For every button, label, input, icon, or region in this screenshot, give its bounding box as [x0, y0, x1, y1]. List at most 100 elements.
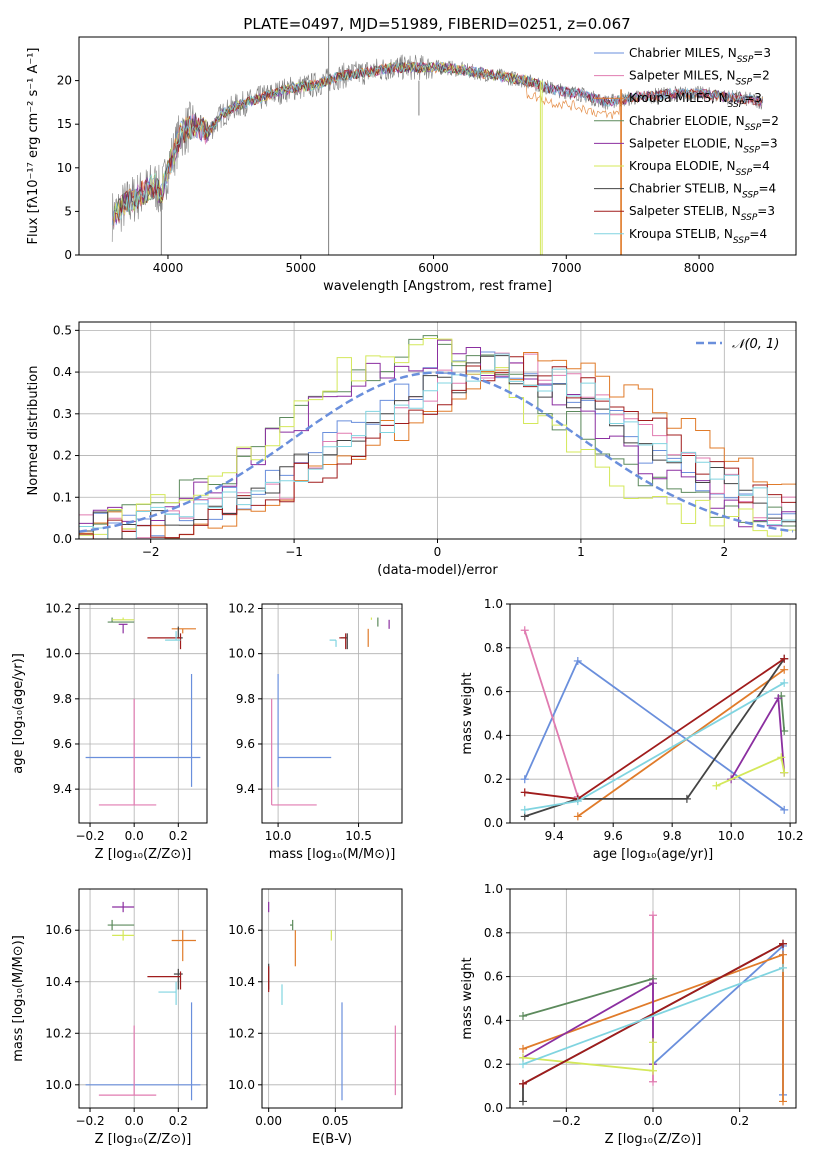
legend-label: Chabrier MILES, NSSP=3 [629, 46, 771, 65]
errorbar-point [112, 930, 135, 941]
y-tick-label: 10.6 [45, 923, 72, 937]
x-tick-label: 9.8 [663, 829, 682, 843]
x-tick-label: 10.2 [777, 829, 804, 843]
axes-frame [78, 888, 208, 1109]
x-tick-label: 9.4 [545, 829, 564, 843]
weight-line [522, 943, 784, 1085]
plot-area [519, 911, 787, 1106]
weight-marker [779, 1097, 787, 1106]
y-tick-label: 0.0 [484, 816, 503, 830]
x-tick-label: −1 [285, 545, 303, 559]
errorbar-point [118, 623, 128, 634]
errorbar-point [171, 628, 196, 634]
y-tick-label: 0.3 [53, 407, 72, 421]
normal-curve [79, 371, 794, 533]
y-tick-label: 10.4 [45, 975, 72, 989]
y-tick-label: 10.6 [228, 923, 255, 937]
y-tick-label: 0.4 [484, 728, 503, 742]
y-tick-label: 1.0 [484, 882, 503, 896]
y-axis-label: mass [log₁₀(M/M⊙)] [11, 935, 26, 1062]
weight-marker [519, 1079, 527, 1088]
x-tick-label: −0.2 [75, 1114, 104, 1128]
x-tick-label: 0.2 [169, 829, 188, 843]
y-tick-label: 9.4 [53, 782, 72, 796]
y-tick-label: 20 [57, 74, 72, 88]
errorbar-point [98, 1025, 157, 1096]
y-tick-label: 15 [57, 117, 72, 131]
y-tick-label: 0.4 [484, 1013, 503, 1027]
panel-weight-vs-Z: −0.2 0.0 0.2 0.0 0.2 0.4 0.6 0.8 1.0 Z [log₁₀(Z/Z… [460, 882, 797, 1147]
errorbar-point [173, 968, 183, 990]
y-axis-label: mass weight [460, 672, 475, 754]
y-tick-label: 0.8 [484, 926, 503, 940]
x-tick-label: 10.0 [718, 829, 745, 843]
residual-histogram [79, 356, 796, 539]
weight-marker [649, 1077, 657, 1086]
weight-marker [780, 665, 789, 674]
y-tick-label: 0.6 [484, 685, 503, 699]
x-axis-label: mass [log₁₀(M/M⊙)] [269, 847, 396, 862]
weight-marker [649, 979, 657, 988]
weight-marker [573, 656, 582, 665]
y-tick-label: 0.2 [484, 1057, 503, 1071]
y-tick-label: 10.2 [228, 1026, 255, 1040]
y-tick-label: 1.0 [484, 597, 503, 611]
residual-histogram [79, 355, 796, 539]
errorbar-point [329, 639, 337, 647]
weight-marker [519, 1044, 527, 1053]
weight-line [522, 966, 784, 1066]
plot-area [79, 335, 796, 539]
errorbar-point [147, 633, 182, 650]
axes-frame [261, 603, 403, 824]
panel-age-vs-Z: −0.2 0.0 0.2 9.4 9.6 9.8 10.0 10.2 Z [log₁₀(Z/Z⊙… [11, 602, 208, 862]
weight-line [780, 695, 786, 732]
x-tick-label: 0.0 [643, 1114, 662, 1128]
y-tick-label: 0.2 [53, 449, 72, 463]
residual-histogram [79, 337, 796, 539]
errorbar-point [165, 631, 181, 641]
panel-residuals: −2 −1 0 1 2 0.0 0.1 0.2 0.3 0.4 0.5 (data-model)/er… [26, 321, 797, 578]
x-tick-label: 10.5 [345, 829, 372, 843]
errorbar-point [112, 901, 135, 913]
legend-label: Kroupa STELIB, NSSP=4 [629, 227, 767, 246]
errorbar-point [340, 633, 348, 650]
plot-area [85, 617, 201, 806]
y-tick-label: 0.0 [484, 1101, 503, 1115]
panel-age-vs-mass: 10.0 10.5 9.4 9.6 9.8 10.0 10.2 mass [log₁₀(M/M… [228, 602, 403, 862]
y-tick-label: 10.2 [228, 602, 255, 616]
x-tick-label: 4000 [153, 261, 184, 275]
y-tick-label: 9.8 [236, 692, 255, 706]
x-tick-label: 0.05 [322, 1114, 349, 1128]
y-axis-label: mass weight [460, 957, 475, 1039]
legend-label: 𝒩(0, 1) [732, 337, 779, 352]
y-tick-label: 10.2 [45, 602, 72, 616]
weight-marker [780, 768, 789, 777]
weight-line [716, 756, 786, 787]
weight-marker [520, 775, 529, 784]
weight-marker [682, 794, 691, 803]
y-tick-label: 0.4 [53, 365, 72, 379]
residual-histogram [79, 353, 796, 539]
legend-label: Salpeter STELIB, NSSP=3 [629, 204, 775, 223]
weight-marker [712, 781, 721, 790]
x-axis-label: Z [log₁₀(Z/Z⊙)] [95, 847, 192, 862]
weight-marker [780, 654, 789, 663]
legend-label: Chabrier ELODIE, NSSP=2 [629, 114, 779, 133]
y-tick-label: 0.5 [53, 323, 72, 337]
x-tick-label: 7000 [551, 261, 582, 275]
weight-marker [779, 950, 787, 959]
plot-area [520, 626, 789, 821]
axes-frame [78, 603, 208, 824]
y-axis-label: age [log₁₀(age/yr)] [11, 653, 26, 774]
x-axis-label: age [log₁₀(age/yr)] [593, 847, 714, 862]
y-tick-label: 10.4 [228, 975, 255, 989]
weight-marker [649, 1066, 657, 1075]
weight-marker [779, 963, 787, 972]
axes-frame [261, 888, 403, 1109]
x-tick-label: 6000 [418, 261, 449, 275]
weight-marker [649, 911, 657, 920]
errorbar-point [112, 617, 135, 621]
panel-mass-vs-Z: −0.2 0.0 0.2 10.0 10.2 10.4 10.6 Z [log₁₀(Z/Z⊙)… [11, 888, 208, 1147]
weight-marker [519, 1012, 527, 1021]
x-tick-label: 0.0 [125, 1114, 144, 1128]
